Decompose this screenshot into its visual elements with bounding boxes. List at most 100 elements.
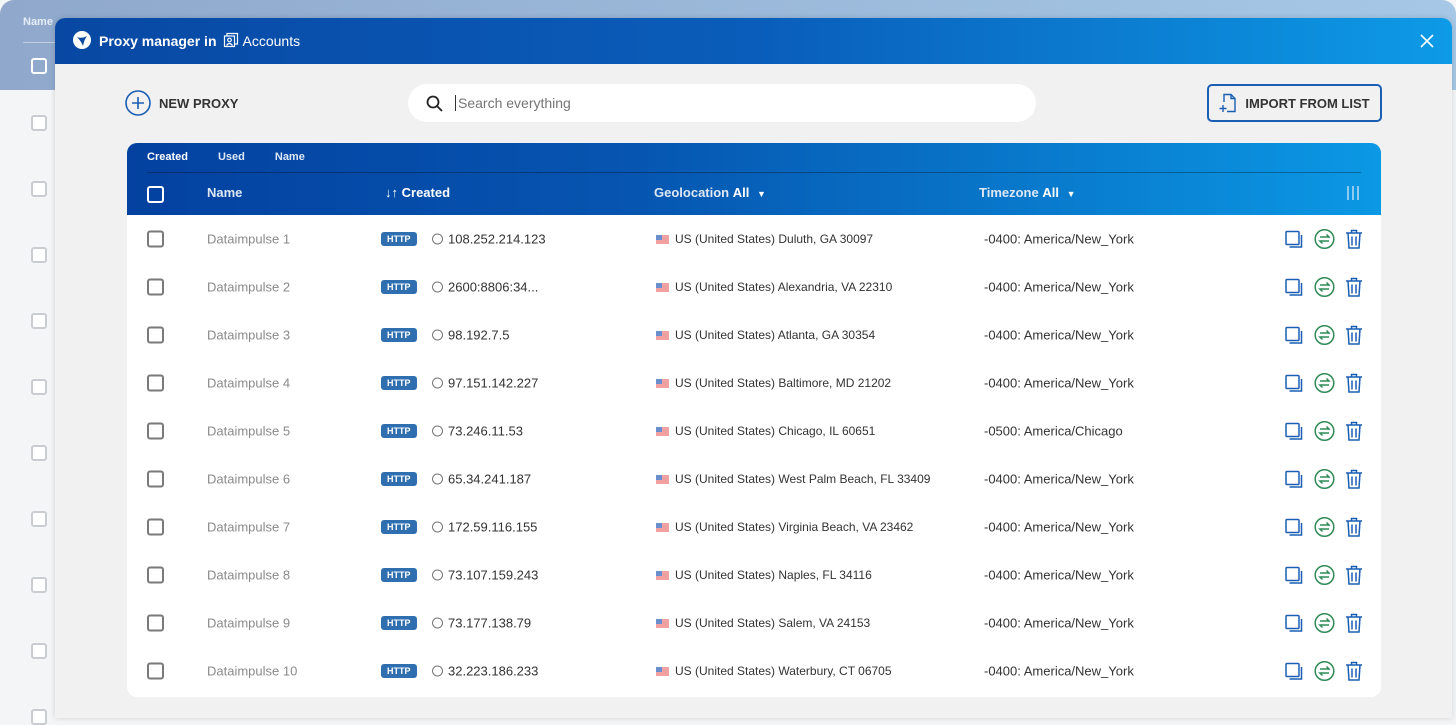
trash-icon[interactable] [1345, 661, 1363, 682]
row-actions [1284, 324, 1363, 346]
table-row[interactable]: Dataimpulse 6 HTTP 65.34.241.187 US (Uni… [127, 455, 1381, 503]
rotate-ip-icon[interactable] [1314, 420, 1335, 442]
column-name[interactable]: Name [207, 185, 243, 200]
table-row[interactable]: Dataimpulse 4 HTTP 97.151.142.227 US (Un… [127, 359, 1381, 407]
copy-icon[interactable] [1284, 229, 1304, 249]
table-row[interactable]: Dataimpulse 5 HTTP 73.246.11.53 US (Unit… [127, 407, 1381, 455]
column-created[interactable]: ↓↑ Created [385, 185, 451, 200]
trash-icon[interactable] [1345, 229, 1363, 250]
column-settings-icon[interactable] [1346, 185, 1360, 201]
trash-icon[interactable] [1345, 421, 1363, 442]
copy-icon[interactable] [1284, 325, 1304, 345]
geolocation-filter[interactable]: All [732, 185, 750, 200]
table-row[interactable]: Dataimpulse 2 HTTP 2600:8806:34... US (U… [127, 263, 1381, 311]
trash-icon[interactable] [1345, 565, 1363, 586]
dropdown-arrow-icon: ▼ [1066, 189, 1076, 199]
proxy-name: Dataimpulse 7 [207, 519, 291, 535]
column-timezone[interactable]: Timezone All ▼ [979, 185, 1076, 200]
geolocation: US (United States) Chicago, IL 60651 [656, 424, 875, 438]
protocol-badge: HTTP [381, 328, 417, 342]
proxy-ip: 73.246.11.53 [432, 424, 523, 439]
copy-icon[interactable] [1284, 661, 1304, 681]
row-actions [1284, 468, 1363, 490]
import-from-list-button[interactable]: IMPORT FROM LIST [1207, 84, 1382, 122]
copy-icon[interactable] [1284, 277, 1304, 297]
row-checkbox[interactable] [147, 470, 164, 488]
row-actions [1284, 420, 1363, 442]
proxy-name: Dataimpulse 2 [207, 279, 291, 295]
copy-icon[interactable] [1284, 565, 1304, 585]
table-row[interactable]: Dataimpulse 10 HTTP 32.223.186.233 US (U… [127, 647, 1381, 695]
geolocation: US (United States) Baltimore, MD 21202 [656, 376, 891, 390]
row-checkbox[interactable] [147, 662, 164, 680]
column-geolocation[interactable]: Geolocation All ▼ [654, 185, 766, 200]
rotate-ip-icon[interactable] [1314, 660, 1335, 682]
row-checkbox[interactable] [147, 374, 164, 392]
copy-icon[interactable] [1284, 421, 1304, 441]
trash-icon[interactable] [1345, 373, 1363, 394]
rotate-ip-icon[interactable] [1314, 468, 1335, 490]
row-actions [1284, 612, 1363, 634]
table-header: Created Used Name Name ↓↑ Created Geolocat… [127, 143, 1381, 215]
row-checkbox[interactable] [147, 614, 164, 632]
geolocation: US (United States) Waterbury, CT 06705 [656, 664, 892, 678]
rotate-ip-icon[interactable] [1314, 228, 1335, 250]
background-checkbox [31, 115, 47, 131]
select-all-checkbox[interactable] [147, 186, 164, 203]
sort-tab-used[interactable]: Used [217, 151, 245, 163]
geo-text: US (United States) Naples, FL 34116 [675, 568, 872, 582]
proxy-ip: 172.59.116.155 [432, 520, 537, 535]
row-checkbox[interactable] [147, 326, 164, 344]
trash-icon[interactable] [1345, 325, 1363, 346]
table-row[interactable]: Dataimpulse 3 HTTP 98.192.7.5 US (United… [127, 311, 1381, 359]
background-checkbox [31, 709, 47, 725]
row-checkbox[interactable] [147, 566, 164, 584]
table-row[interactable]: Dataimpulse 1 HTTP 108.252.214.123 US (U… [127, 215, 1381, 263]
trash-icon[interactable] [1345, 277, 1363, 298]
proxy-name: Dataimpulse 4 [207, 375, 291, 391]
protocol-badge: HTTP [381, 472, 417, 486]
table-row[interactable]: Dataimpulse 7 HTTP 172.59.116.155 US (Un… [127, 503, 1381, 551]
row-checkbox[interactable] [147, 230, 164, 248]
status-dot-icon [432, 281, 443, 293]
trash-icon[interactable] [1345, 613, 1363, 634]
rotate-ip-icon[interactable] [1314, 372, 1335, 394]
copy-icon[interactable] [1284, 469, 1304, 489]
geolocation: US (United States) Alexandria, VA 22310 [656, 280, 892, 294]
status-dot-icon [432, 473, 443, 485]
rotate-ip-icon[interactable] [1314, 516, 1335, 538]
ip-text: 32.223.186.233 [448, 663, 539, 679]
search-box[interactable] [408, 84, 1036, 122]
us-flag-icon [656, 426, 669, 436]
table-row[interactable]: Dataimpulse 8 HTTP 73.107.159.243 US (Un… [127, 551, 1381, 599]
background-checkbox [31, 247, 47, 263]
rotate-ip-icon[interactable] [1314, 564, 1335, 586]
sort-tab-name[interactable]: Name [274, 151, 305, 163]
row-actions [1284, 276, 1363, 298]
divider [23, 42, 63, 43]
copy-icon[interactable] [1284, 613, 1304, 633]
trash-icon[interactable] [1345, 469, 1363, 490]
background-checkbox [31, 58, 47, 74]
proxy-name: Dataimpulse 3 [207, 327, 291, 343]
sort-tab-created[interactable]: Created [147, 151, 188, 163]
row-checkbox[interactable] [147, 278, 164, 296]
copy-icon[interactable] [1284, 373, 1304, 393]
status-dot-icon [432, 521, 443, 533]
rotate-ip-icon[interactable] [1314, 324, 1335, 346]
close-icon[interactable] [1418, 32, 1436, 50]
copy-icon[interactable] [1284, 517, 1304, 537]
rotate-ip-icon[interactable] [1314, 276, 1335, 298]
new-proxy-button[interactable]: NEW PROXY [125, 90, 238, 116]
ip-text: 73.107.159.243 [448, 567, 539, 583]
row-checkbox[interactable] [147, 422, 164, 440]
trash-icon[interactable] [1345, 517, 1363, 538]
table-row[interactable]: Dataimpulse 9 HTTP 73.177.138.79 US (Uni… [127, 599, 1381, 647]
workspace-link[interactable]: Accounts [223, 32, 300, 51]
timezone-filter[interactable]: All [1042, 185, 1059, 200]
search-input[interactable] [455, 95, 955, 111]
proxy-ip: 32.223.186.233 [432, 664, 538, 679]
rotate-ip-icon[interactable] [1314, 612, 1335, 634]
background-checkbox [31, 379, 47, 395]
row-checkbox[interactable] [147, 518, 164, 536]
